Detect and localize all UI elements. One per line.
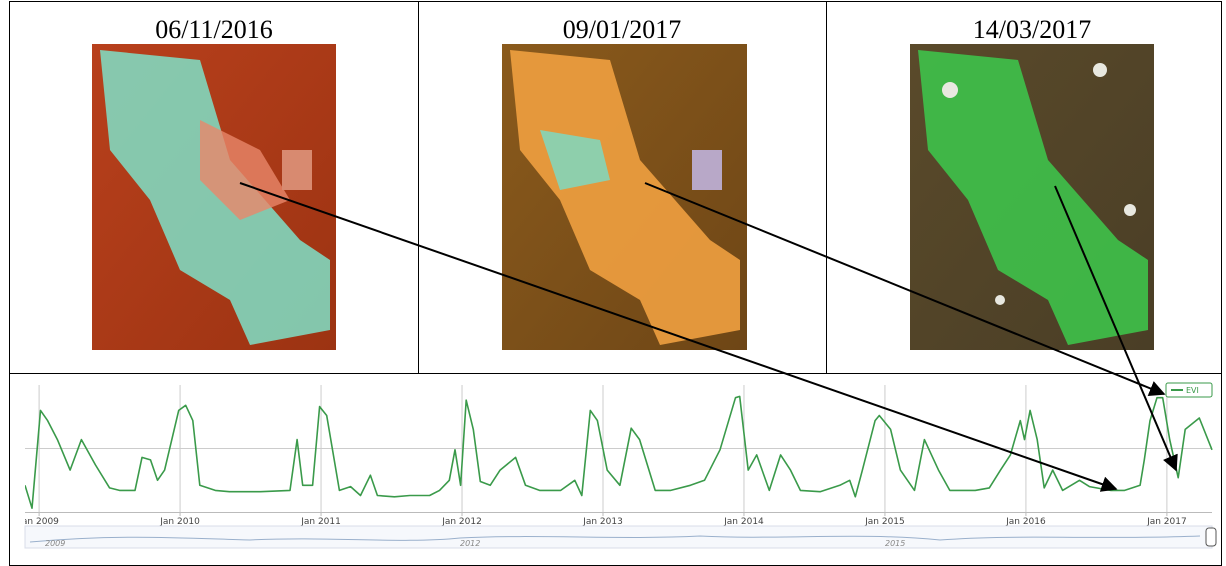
navigator-label: 2015 (885, 539, 905, 548)
evi-line (25, 396, 1212, 508)
satellite-image (92, 44, 336, 350)
satellite-image (502, 44, 747, 350)
panel-date: 06/11/2016 (155, 15, 272, 44)
legend: EVI (1166, 383, 1212, 397)
panel-date: 14/03/2017 (973, 15, 1091, 44)
figure: Jan 2009Jan 2010Jan 2011Jan 2012Jan 2013… (0, 0, 1226, 566)
navigator (25, 526, 1216, 548)
navigator-label: 2012 (460, 539, 480, 548)
navigator-handle[interactable] (1206, 528, 1216, 546)
satellite-image (910, 44, 1154, 350)
panel-date: 09/01/2017 (563, 15, 681, 44)
legend-label: EVI (1186, 386, 1199, 395)
navigator-label: 2009 (45, 539, 65, 548)
plot-area (25, 385, 1212, 512)
